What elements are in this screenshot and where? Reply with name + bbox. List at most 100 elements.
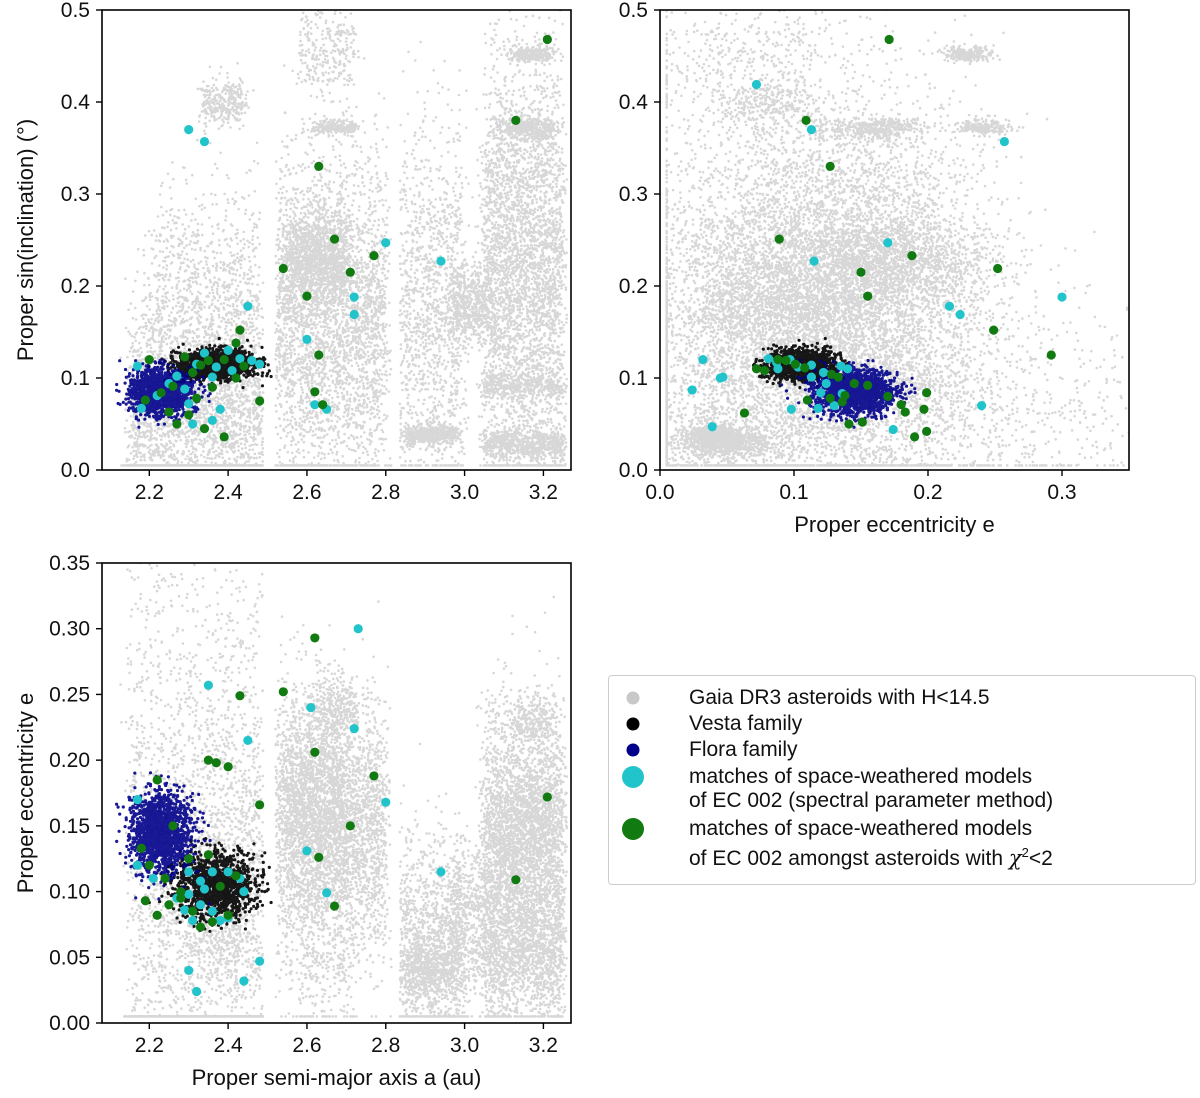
y-tick-label: 0.2: [61, 275, 90, 298]
match-point: [235, 691, 244, 700]
match-point: [255, 396, 264, 405]
match-point: [764, 354, 773, 363]
y-tick-label: 0.10: [49, 881, 90, 904]
match-point: [231, 373, 240, 382]
match-point: [791, 360, 800, 369]
match-point: [543, 792, 552, 801]
match-point: [773, 364, 782, 373]
match-point: [153, 911, 162, 920]
match-point: [302, 846, 311, 855]
y-tick-label: 0.35: [49, 552, 90, 575]
legend-cyan-line2: of EC 002 (spectral parameter method): [689, 789, 1053, 812]
match-point: [856, 268, 865, 277]
match-point: [901, 407, 910, 416]
match-point: [330, 234, 339, 243]
match-point: [149, 874, 158, 883]
x-tick-label: 3.0: [450, 1034, 479, 1057]
match-point: [220, 432, 229, 441]
match-point: [153, 775, 162, 784]
match-point: [196, 361, 205, 370]
legend-chi-symbol: χ: [1009, 846, 1022, 870]
match-point: [231, 338, 240, 347]
match-point: [243, 302, 252, 311]
match-point: [826, 394, 835, 403]
legend-cyan-line1: matches of space-weathered models: [689, 765, 1032, 788]
match-point: [322, 888, 331, 897]
match-point: [200, 137, 209, 146]
match-point: [184, 867, 193, 876]
match-point: [196, 922, 205, 931]
match-point: [1000, 137, 1009, 146]
match-point: [819, 368, 828, 377]
y-axis-label: Proper sin(inclination) (°): [13, 119, 38, 361]
match-point: [208, 416, 217, 425]
match-point: [885, 35, 894, 44]
x-axis-label: Proper semi-major axis a (au): [192, 1065, 482, 1090]
match-point: [239, 887, 248, 896]
match-point: [883, 392, 892, 401]
match-point: [302, 335, 311, 344]
y-tick-label: 0.30: [49, 618, 90, 641]
legend-vesta-marker: [627, 718, 640, 731]
match-point: [133, 795, 142, 804]
match-point: [208, 867, 217, 876]
x-tick-label: 2.4: [214, 1034, 244, 1057]
match-point: [255, 360, 264, 369]
x-tick-label: 2.8: [371, 1034, 400, 1057]
match-point: [381, 238, 390, 247]
match-point: [800, 363, 809, 372]
legend-green-suffix: <2: [1029, 847, 1053, 870]
match-point: [200, 884, 209, 893]
match-point: [137, 844, 146, 853]
x-tick-label: 2.4: [214, 481, 244, 504]
match-point: [239, 976, 248, 985]
match-point: [330, 901, 339, 910]
match-point: [157, 388, 166, 397]
legend-green-line1: matches of space-weathered models: [689, 817, 1032, 840]
legend-green-label: matches of space-weathered models of EC 0…: [689, 817, 1053, 871]
match-point: [350, 292, 359, 301]
x-tick-label: 0.2: [913, 481, 942, 504]
y-tick-label: 0.1: [61, 367, 90, 390]
legend-green-marker: [622, 818, 644, 840]
match-point: [314, 350, 323, 359]
match-point: [752, 80, 761, 89]
match-point: [137, 404, 146, 413]
match-point: [822, 379, 831, 388]
legend-cyan-marker: [622, 766, 644, 788]
match-point: [803, 395, 812, 404]
match-point: [247, 356, 256, 365]
match-point: [184, 966, 193, 975]
match-point: [204, 756, 213, 765]
match-point: [350, 310, 359, 319]
match-point: [184, 410, 193, 419]
match-point: [306, 703, 315, 712]
y-tick-label: 0.4: [61, 91, 91, 114]
match-point: [180, 384, 189, 393]
x-tick-label: 0.0: [645, 481, 674, 504]
match-point: [956, 310, 965, 319]
x-tick-label: 0.1: [779, 481, 808, 504]
match-point: [145, 861, 154, 870]
match-point: [255, 957, 264, 966]
x-tick-label: 2.8: [371, 481, 400, 504]
match-point: [698, 355, 707, 364]
match-point: [255, 800, 264, 809]
panel-a_vs_sini: 2.2 2.4 2.6 2.8 3.0 3.20.00.10.20.30.40.5Prop…: [13, 0, 571, 504]
match-point: [208, 917, 217, 926]
match-point: [354, 624, 363, 633]
match-point: [184, 399, 193, 408]
match-point: [919, 405, 928, 414]
match-point: [801, 116, 810, 125]
match-point: [212, 362, 221, 371]
match-point: [208, 383, 217, 392]
match-point: [977, 401, 986, 410]
y-tick-label: 0.3: [619, 183, 648, 206]
y-tick-label: 0.25: [49, 683, 90, 706]
match-point: [192, 394, 201, 403]
match-point: [208, 372, 217, 381]
y-tick-label: 0.3: [61, 183, 90, 206]
match-point: [1057, 292, 1066, 301]
match-point: [243, 736, 252, 745]
